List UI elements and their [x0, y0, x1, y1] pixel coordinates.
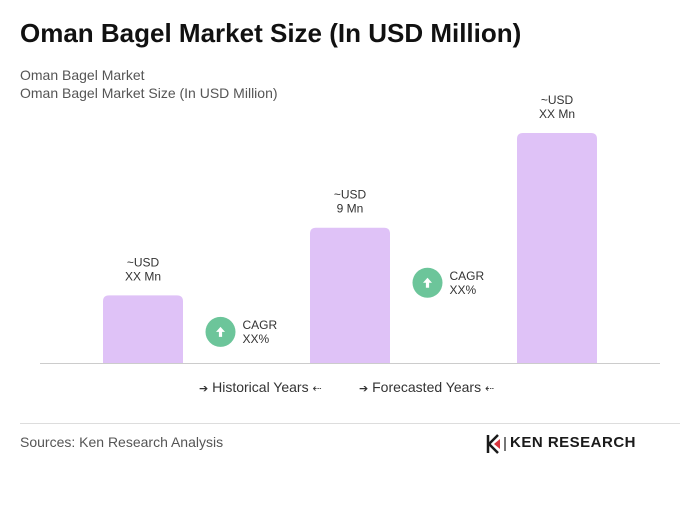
bar-2	[310, 227, 390, 363]
ken-research-logo-text: KEN RESEARCH	[510, 434, 637, 451]
cagr-2-value: XX%	[450, 283, 477, 297]
page-title: Oman Bagel Market Size (In USD Million)	[20, 18, 522, 48]
bar-3-value-label: XX Mn	[539, 107, 575, 121]
legend-forecasted-label: Forecasted Years	[372, 379, 482, 395]
cagr-2-label: CAGR	[450, 269, 485, 283]
cagr-1-value: XX%	[243, 332, 270, 346]
ken-research-logo-icon	[486, 434, 506, 454]
legend-historical-label: Historical Years	[212, 379, 309, 395]
arrow-right-icon: ➔	[199, 383, 209, 395]
chart-subtitle-size: Oman Bagel Market Size (In USD Million)	[20, 85, 278, 101]
arrow-left-icon: ⇠	[312, 383, 322, 395]
cagr-1-label: CAGR	[243, 318, 278, 332]
chart-subtitle-market: Oman Bagel Market	[20, 67, 145, 83]
arrow-up-icon	[423, 277, 432, 288]
arrow-right-icon: ➔	[359, 383, 369, 395]
arrow-up-icon	[216, 326, 225, 337]
bar-1-value-label: XX Mn	[125, 269, 161, 283]
bar-2-value-label: 9 Mn	[337, 202, 364, 216]
bar-3	[517, 133, 597, 363]
footer-divider	[20, 423, 680, 424]
bar-1-label-prefix: ~USD	[127, 255, 160, 269]
sources-note: Sources: Ken Research Analysis	[20, 434, 224, 450]
legend-forecasted-years: ➔ Forecasted Years ⇠	[359, 379, 494, 395]
arrow-left-icon: ⇠	[484, 383, 495, 395]
legend-historical-years: ➔ Historical Years ⇠	[199, 379, 322, 395]
bar-1	[103, 295, 183, 363]
bar-3-label-prefix: ~USD	[541, 93, 574, 107]
bar-2-label-prefix: ~USD	[334, 188, 367, 202]
